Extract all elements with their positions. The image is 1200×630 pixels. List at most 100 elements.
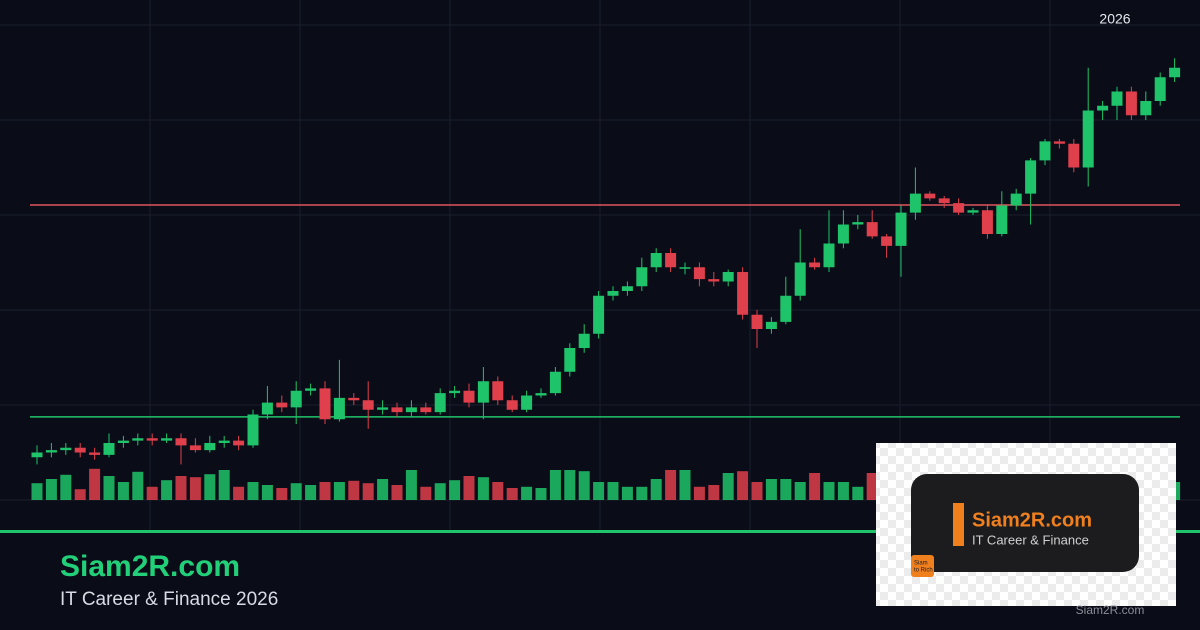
candle-body bbox=[204, 443, 216, 451]
candle-body bbox=[1154, 77, 1166, 101]
candle-body bbox=[117, 440, 129, 443]
candle-body bbox=[477, 381, 489, 403]
volume-bar bbox=[362, 483, 374, 500]
volume-bar bbox=[549, 470, 561, 500]
candle-body bbox=[319, 388, 331, 420]
volume-bar bbox=[477, 477, 489, 500]
volume-bar bbox=[837, 482, 849, 500]
volume-bar bbox=[132, 471, 144, 500]
volume-bar bbox=[434, 483, 446, 500]
volume-bar bbox=[578, 471, 590, 500]
volume-bar bbox=[146, 486, 158, 500]
logo-tagline: IT Career & Finance bbox=[972, 532, 1089, 547]
candle-body bbox=[233, 440, 245, 446]
volume-bar bbox=[650, 479, 662, 500]
candle-body bbox=[463, 390, 475, 403]
volume-bar bbox=[31, 483, 43, 500]
candle-body bbox=[794, 262, 806, 296]
volume-bar bbox=[377, 479, 389, 500]
candle-body bbox=[189, 445, 201, 451]
volume-bar bbox=[247, 482, 259, 500]
logo-card bbox=[911, 474, 1139, 572]
logo-badge bbox=[911, 555, 934, 577]
volume-bar bbox=[74, 489, 86, 500]
volume-bar bbox=[665, 470, 677, 500]
volume-bar bbox=[564, 470, 576, 500]
candle-body bbox=[434, 393, 446, 413]
volume-bar bbox=[737, 471, 749, 500]
candle-body bbox=[751, 314, 763, 329]
candle-body bbox=[1169, 67, 1181, 78]
volume-bar bbox=[809, 473, 821, 500]
volume-bar bbox=[319, 482, 331, 500]
candle-body bbox=[1140, 101, 1152, 116]
candle-body bbox=[981, 210, 993, 234]
volume-bar bbox=[348, 480, 360, 500]
volume-bar bbox=[506, 488, 518, 500]
volume-bar bbox=[89, 468, 101, 500]
candle-body bbox=[218, 440, 230, 443]
volume-bar bbox=[405, 470, 417, 500]
candle-body bbox=[679, 267, 691, 269]
candle-body bbox=[276, 402, 288, 408]
volume-bar bbox=[60, 474, 72, 500]
volume-bar bbox=[708, 485, 720, 500]
candle-body bbox=[924, 193, 936, 199]
brand-title: Siam2R.com bbox=[60, 550, 240, 583]
volume-bar bbox=[823, 482, 835, 500]
candle-body bbox=[290, 390, 302, 408]
candle-body bbox=[607, 291, 619, 296]
volume-bar bbox=[463, 476, 475, 500]
volume-bar bbox=[261, 485, 273, 500]
volume-bar bbox=[607, 482, 619, 500]
candle-body bbox=[737, 272, 749, 315]
candle-body bbox=[146, 438, 158, 441]
candle-body bbox=[837, 224, 849, 244]
volume-bar bbox=[305, 485, 317, 500]
volume-bar bbox=[866, 473, 878, 500]
volume-bar bbox=[492, 482, 504, 500]
volume-bar bbox=[852, 486, 864, 500]
candle-body bbox=[708, 279, 720, 282]
candle-body bbox=[895, 212, 907, 246]
divider bbox=[0, 530, 1200, 533]
candle-body bbox=[31, 452, 43, 458]
candle-body bbox=[261, 402, 273, 415]
candle-body bbox=[1039, 141, 1051, 161]
candle-body bbox=[89, 452, 101, 455]
candle-body bbox=[765, 321, 777, 329]
volume-bar bbox=[103, 476, 115, 500]
volume-bar bbox=[780, 479, 792, 500]
logo-panel: Siam2R.com IT Career & Finance Siam to R… bbox=[876, 443, 1176, 606]
candle-body bbox=[693, 267, 705, 280]
volume-bar bbox=[751, 482, 763, 500]
candle-body bbox=[1068, 143, 1080, 168]
logo-badge-text: Siam bbox=[914, 561, 928, 567]
candle-body bbox=[578, 333, 590, 348]
candle-body bbox=[996, 205, 1008, 234]
candle-body bbox=[809, 262, 821, 268]
candle-body bbox=[665, 253, 677, 268]
volume-bar bbox=[233, 486, 245, 500]
volume-bar bbox=[449, 480, 461, 500]
logo-bar bbox=[953, 503, 964, 546]
volume-bar bbox=[593, 482, 605, 500]
volume-bar bbox=[290, 483, 302, 500]
candle-body bbox=[909, 193, 921, 213]
candle-body bbox=[1111, 91, 1123, 106]
candle-body bbox=[449, 390, 461, 394]
candle-body bbox=[722, 272, 734, 282]
candle-body bbox=[823, 243, 835, 268]
logo-name: Siam2R.com bbox=[972, 509, 1092, 531]
candle-body bbox=[852, 222, 864, 225]
volume-bar bbox=[794, 482, 806, 500]
candle-body bbox=[333, 397, 345, 420]
candle-body bbox=[593, 295, 605, 334]
volume-bar bbox=[276, 488, 288, 500]
volume-bar bbox=[722, 473, 734, 500]
logo-badge-text: to Rich bbox=[914, 568, 933, 574]
candle-body bbox=[60, 447, 72, 451]
volume-bar bbox=[420, 486, 432, 500]
